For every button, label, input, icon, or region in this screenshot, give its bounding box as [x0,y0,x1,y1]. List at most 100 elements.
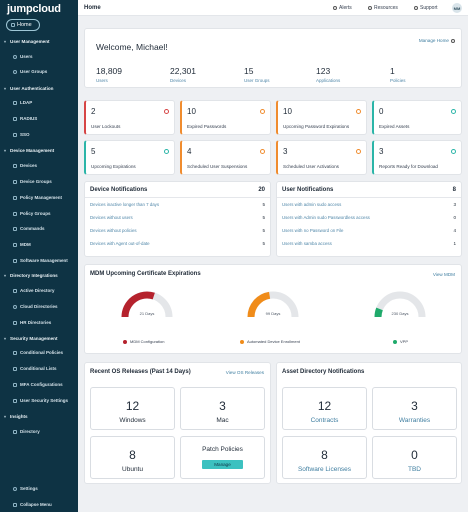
os-tile-mac[interactable]: 3 Mac [180,387,265,430]
user-notification-count: 4 [453,228,456,233]
sidebar-item-sso[interactable]: SSO [13,132,30,137]
chevron-down-icon: ▾ [4,148,7,153]
device-notification-row[interactable]: Devices with Agent out-of-date [90,241,150,246]
warning-icon [356,109,361,114]
terminal-icon [13,226,17,231]
legend-dot [123,339,127,344]
sidebar-item-device-groups[interactable]: Device Groups [13,179,52,184]
stat-devices[interactable]: 22,301 Devices [170,66,196,83]
alerts-link[interactable]: Alerts [333,5,352,11]
resources-link[interactable]: Resources [368,5,398,11]
sidebar-item-software-management[interactable]: Software Management [13,258,68,263]
book-icon [368,6,372,10]
sidebar-item-mdm[interactable]: MDM [13,242,31,247]
metric-upcoming-password-expirations[interactable]: 10 Upcoming Password Expirations [276,100,367,135]
hr-icon [13,320,17,325]
device-notification-count: 5 [262,241,265,246]
users-icon [13,69,17,74]
sidebar-item-active-directory[interactable]: Active Directory [13,288,55,293]
sidebar-section-user-authentication[interactable]: ▾ User Authentication [4,86,54,91]
sidebar-item-conditional-lists[interactable]: Conditional Lists [13,366,57,371]
device-notification-row[interactable]: Devices inactive longer than 7 days [90,202,160,207]
user-notification-row[interactable]: Users with samba access [282,241,332,246]
app-logo: jumpcloud [7,3,61,15]
sidebar-item-user-groups[interactable]: User Groups [13,69,47,74]
sidebar-item-policy-management[interactable]: Policy Management [13,195,62,200]
asset-tile-warranties[interactable]: 3 Warranties [372,387,457,430]
alert-icon [164,109,169,114]
sidebar-section-directory-integrations[interactable]: ▾ Directory Integrations [4,273,58,278]
sidebar-item-radius[interactable]: RADIUS [13,116,37,121]
metric-upcoming-expirations[interactable]: 5 Upcoming Expirations [84,140,175,175]
stat-applications[interactable]: 123 Applications [316,66,341,83]
asset-tile-tbd[interactable]: 0 TBD [372,436,457,479]
active-directory-icon [13,288,17,293]
asset-tile-software-licenses[interactable]: 8 Software Licenses [282,436,367,479]
user-notification-row[interactable]: Users with admin sudo access [282,202,342,207]
metric-reports-ready[interactable]: 3 Reports Ready for Download [372,140,462,175]
gear-icon [451,38,455,43]
sidebar-item-conditional-policies[interactable]: Conditional Policies [13,350,63,355]
view-os-releases-link[interactable]: View OS Releases [225,370,264,375]
support-link[interactable]: Support [414,5,438,11]
sidebar-item-mfa-configurations[interactable]: MFA Configurations [13,382,63,387]
metric-expired-assets[interactable]: 0 Expired Assets [372,100,462,135]
view-mdm-link[interactable]: View MDM [432,272,455,277]
bell-icon [333,6,337,10]
sidebar-section-device-management[interactable]: ▾ Device Management [4,148,55,153]
sidebar-item-directory[interactable]: Directory [13,429,40,434]
metric-expired-passwords[interactable]: 10 Expired Passwords [180,100,271,135]
sidebar-item-cloud-directories[interactable]: Cloud Directories [13,304,58,309]
manage-home-link[interactable]: Manage Home [419,38,455,43]
mdm-title: MDM Upcoming Certificate Expirations [90,271,201,277]
device-notification-row[interactable]: Devices without users [90,215,133,220]
wifi-icon [13,116,17,121]
sidebar-item-settings[interactable]: Settings [13,486,38,491]
sidebar-item-commands[interactable]: Commands [13,226,45,231]
stat-users[interactable]: 18,809 Users [96,66,122,83]
legend-dot [240,339,244,344]
legend-automated-device-enrollment: Automated Device Enrollment [240,339,300,344]
chevron-down-icon: ▾ [4,414,7,419]
info-icon [451,109,456,114]
user-notification-row[interactable]: Users with Admin sudo Passwordless acces… [282,215,370,220]
stat-user-groups[interactable]: 15 User Groups [244,66,270,83]
sidebar-item-user-security-settings[interactable]: User Security Settings [13,398,68,403]
user-notification-row[interactable]: Users with no Password on File [282,228,344,233]
sidebar-item-devices[interactable]: Devices [13,163,37,168]
sidebar-item-ldap[interactable]: LDAP [13,100,32,105]
help-icon [414,6,418,10]
sidebar-home-button[interactable]: Home [6,19,40,31]
user-icon [13,54,17,59]
os-tile-windows[interactable]: 12 Windows [90,387,175,430]
cloud-icon [13,304,17,309]
shield-icon [13,350,17,355]
device-notifications-card: Device Notifications 20 Devices inactive… [84,181,271,257]
metric-user-lockouts[interactable]: 2 User Lockouts [84,100,175,135]
sidebar-item-users[interactable]: Users [13,54,33,59]
metric-scheduled-user-activations[interactable]: 3 Scheduled User Activations [276,140,367,175]
list-icon [13,366,17,371]
avatar[interactable]: MM [452,3,462,13]
info-icon [164,149,169,154]
monitor-icon [13,163,17,168]
device-notification-row[interactable]: Devices without policies [90,228,137,233]
sidebar-collapse-menu[interactable]: Collapse Menu [13,502,52,507]
sidebar-section-user-management[interactable]: ▾ User Management [4,39,50,44]
software-icon [13,258,17,263]
gear-icon [13,486,17,491]
asset-tile-contracts[interactable]: 12 Contracts [282,387,367,430]
device-notifications-count: 20 [258,187,265,193]
device-notification-count: 5 [262,228,265,233]
os-tile-ubuntu[interactable]: 8 Ubuntu [90,436,175,479]
manage-button[interactable]: Manage [202,460,243,469]
chevron-down-icon: ▾ [4,336,7,341]
metric-scheduled-user-suspensions[interactable]: 4 Scheduled User Suspensions [180,140,271,175]
sidebar-item-hr-directories[interactable]: HR Directories [13,320,51,325]
sidebar-section-insights[interactable]: ▾ Insights [4,414,28,419]
sidebar-item-policy-groups[interactable]: Policy Groups [13,211,51,216]
stat-policies[interactable]: 1 Policies [390,66,406,83]
sidebar-section-security-management[interactable]: ▾ Security Management [4,336,58,341]
sidebar: jumpcloud Home ▾ User Management Users Us… [0,0,78,512]
key-icon [13,382,17,387]
